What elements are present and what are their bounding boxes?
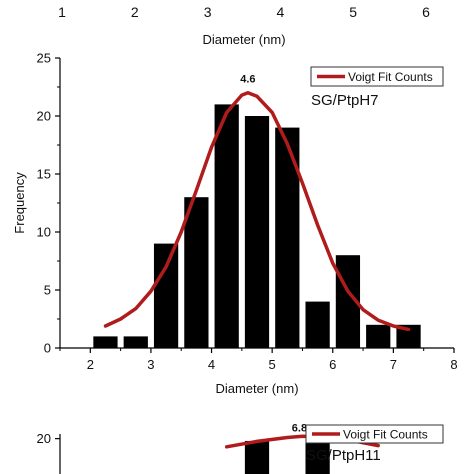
x-tick-label: 7 bbox=[390, 357, 397, 372]
top-x-axis-title: Diameter (nm) bbox=[202, 32, 285, 47]
histogram-bar bbox=[305, 438, 330, 474]
x-tick-label: 6 bbox=[329, 357, 336, 372]
histogram-bar bbox=[214, 104, 239, 349]
legend: Voigt Fit Counts bbox=[305, 424, 444, 444]
y-tick-label: 15 bbox=[37, 167, 51, 182]
legend: Voigt Fit Counts bbox=[310, 66, 444, 87]
legend-label: Voigt Fit Counts bbox=[348, 70, 433, 84]
histogram-bar bbox=[275, 127, 300, 348]
x-tick-label: 5 bbox=[269, 357, 276, 372]
x-tick-label: 8 bbox=[450, 357, 457, 372]
chart-ptph7: 4.6 0 5 10 15 20 25 Frequency 2 3 4 5 6 7 8 Diameter (n… bbox=[12, 51, 458, 397]
y-tick-label: 20 bbox=[37, 431, 51, 446]
histogram-bar bbox=[396, 324, 421, 348]
sample-label: SG/PtpH7 bbox=[311, 92, 379, 109]
top-x-tick-label: 4 bbox=[277, 4, 285, 20]
top-axis-fragment: 1 2 3 4 5 6 Diameter (nm) bbox=[58, 4, 430, 47]
y-tick-label: 20 bbox=[37, 109, 51, 124]
top-x-tick-label: 3 bbox=[204, 4, 212, 20]
x-tick-label: 3 bbox=[147, 357, 154, 372]
legend-box bbox=[305, 424, 444, 444]
voigt-fit-curve bbox=[103, 91, 411, 332]
y-tick-label: 10 bbox=[37, 225, 51, 240]
histogram-bar bbox=[153, 243, 179, 348]
legend-label: Voigt Fit Counts bbox=[343, 428, 428, 442]
legend-box bbox=[310, 66, 444, 87]
top-x-tick-label: 5 bbox=[349, 4, 357, 20]
y-axis-title: Frequency bbox=[12, 172, 27, 234]
top-x-tick-label: 6 bbox=[422, 4, 430, 20]
top-x-tick-label: 2 bbox=[131, 4, 139, 20]
histogram-bar bbox=[184, 197, 209, 348]
sample-label: SG/PtpH11 bbox=[306, 447, 381, 464]
histogram-bar bbox=[305, 301, 330, 348]
peak-annotation: 4.6 bbox=[240, 73, 255, 85]
top-x-tick-label: 1 bbox=[58, 4, 66, 20]
x-axis-title: Diameter (nm) bbox=[215, 381, 298, 396]
x-tick-label: 4 bbox=[208, 357, 215, 372]
y-tick-label: 0 bbox=[44, 341, 51, 356]
peak-annotation: 6.8 bbox=[292, 423, 307, 435]
histogram-bar bbox=[93, 336, 118, 348]
y-tick-label: 25 bbox=[37, 51, 51, 66]
histogram-bar bbox=[244, 440, 270, 474]
chart-ptph11: 6.8 20 Voigt Fit Counts SG/PtpH11 bbox=[37, 423, 444, 474]
histogram-bar bbox=[244, 116, 270, 348]
histogram-bar bbox=[123, 336, 148, 348]
x-tick-label: 2 bbox=[87, 357, 94, 372]
histogram-bar bbox=[366, 324, 391, 348]
y-tick-label: 5 bbox=[44, 283, 51, 298]
